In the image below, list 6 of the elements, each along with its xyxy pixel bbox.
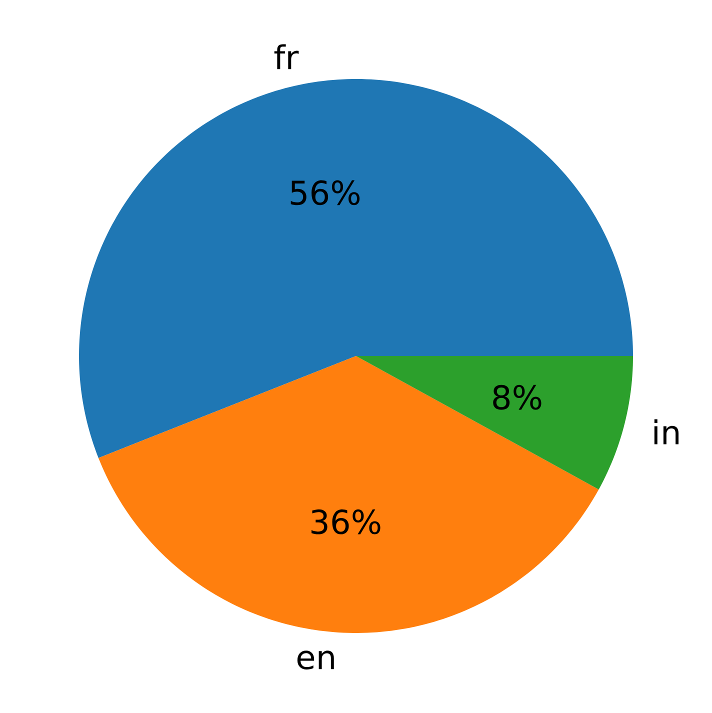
data-label: 56% [290, 180, 360, 206]
slice-label: fr [274, 44, 299, 70]
slice-label: en [297, 650, 334, 670]
slice-label: in [654, 419, 679, 444]
data-label: 8% [493, 384, 542, 410]
data-label: 36% [312, 509, 380, 534]
